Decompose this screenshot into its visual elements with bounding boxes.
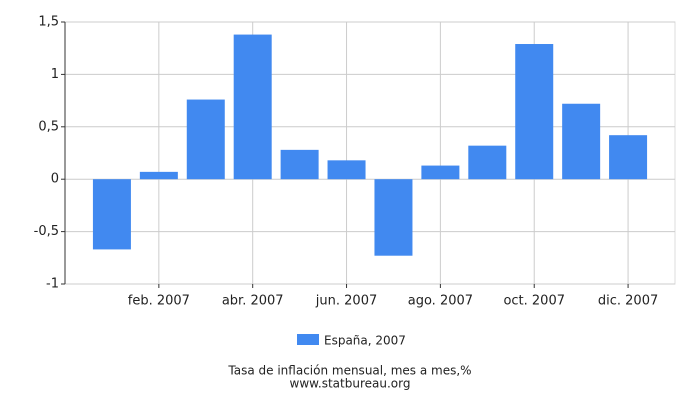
bar [327, 160, 366, 180]
x-tick-label: dic. 2007 [598, 294, 658, 309]
bar [421, 165, 460, 180]
y-tick-label: 0 [51, 172, 59, 187]
x-tick-label: jun. 2007 [315, 294, 377, 309]
chart-title: Tasa de inflación mensual, mes a mes,% [227, 364, 471, 378]
x-tick-label: feb. 2007 [128, 294, 190, 309]
bar [374, 179, 413, 256]
bar [139, 171, 178, 180]
x-tick-label: oct. 2007 [503, 294, 565, 309]
y-tick-label: -0,5 [34, 224, 59, 239]
x-tick-label: ago. 2007 [408, 294, 473, 309]
bar [186, 99, 225, 180]
bar [562, 103, 601, 180]
legend-label: España, 2007 [324, 334, 406, 348]
y-tick-label: 1,5 [38, 15, 59, 30]
bar [609, 135, 648, 180]
bar [233, 34, 272, 180]
y-tick-label: -1 [46, 277, 59, 292]
bar [515, 44, 554, 180]
x-tick-label: abr. 2007 [222, 294, 284, 309]
y-tick-label: 0,5 [38, 119, 59, 134]
bar [468, 145, 507, 180]
y-tick-label: 1 [51, 67, 59, 82]
bar [92, 179, 131, 250]
source: www.statbureau.org [290, 377, 411, 391]
legend-swatch [297, 334, 319, 345]
bar [280, 149, 319, 180]
